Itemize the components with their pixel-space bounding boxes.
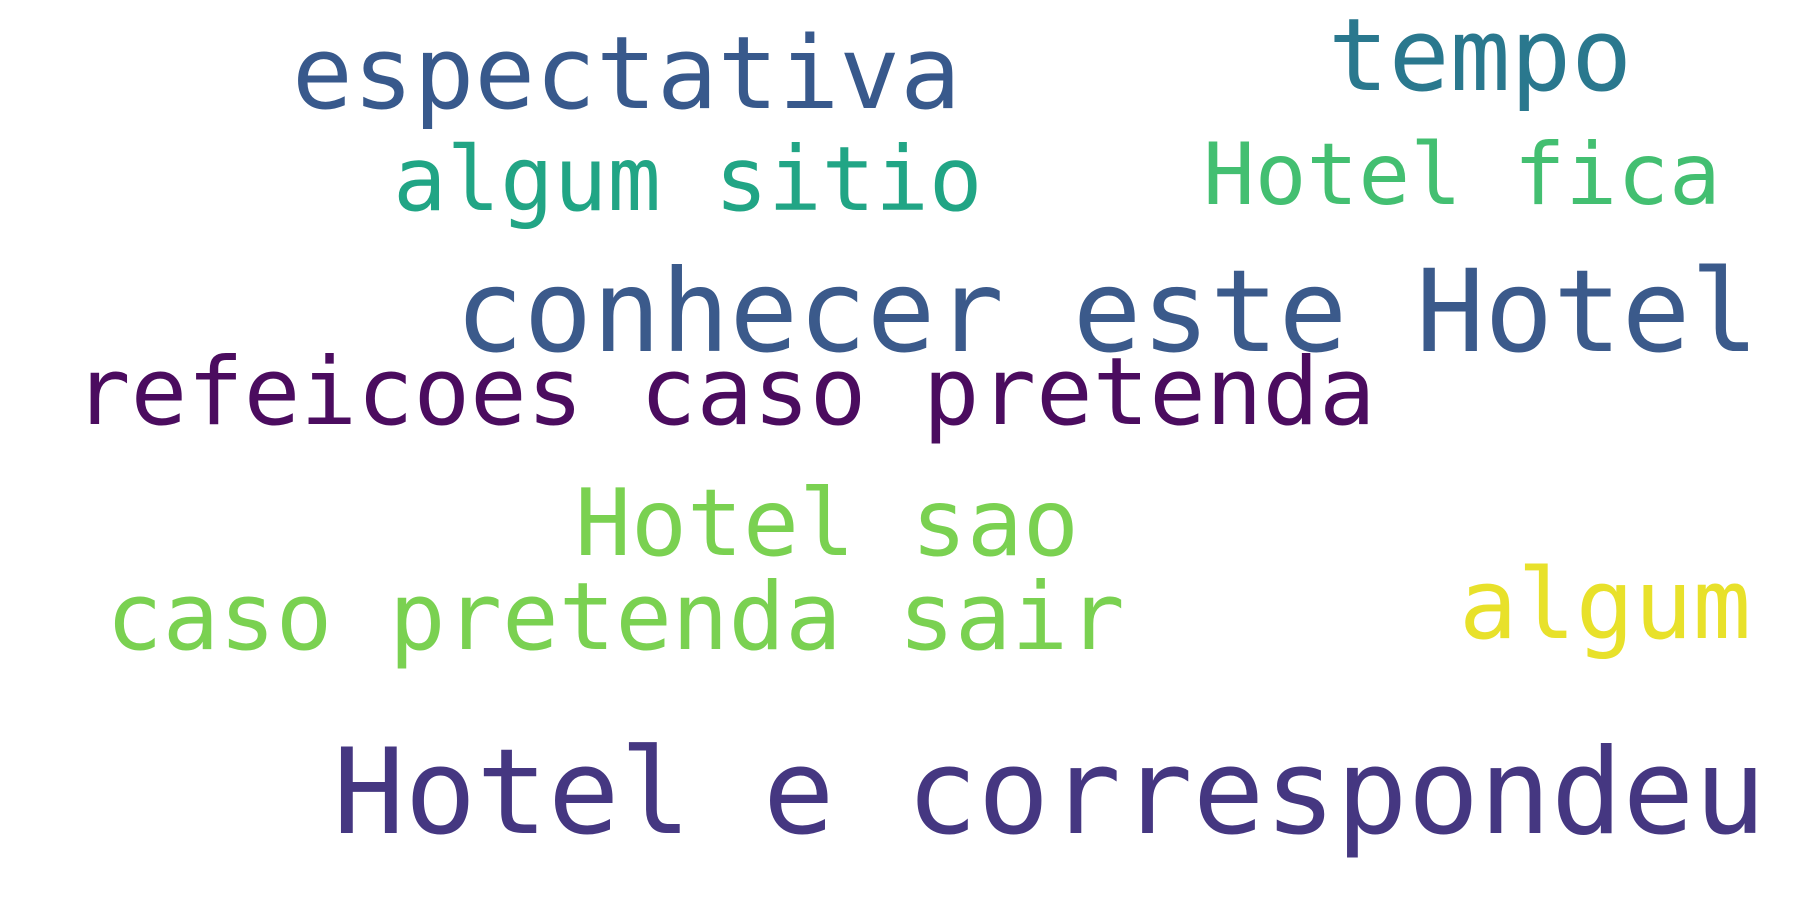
word-refeicoes-caso-pretenda: refeicoes caso pretenda xyxy=(74,338,1376,447)
word-hotel-fica: Hotel fica xyxy=(1203,125,1721,225)
word-algum-sitio: algum sitio xyxy=(393,127,983,231)
word-espectativa: espectativa xyxy=(292,14,961,132)
word-conhecer-este-hotel: conhecer este Hotel xyxy=(455,245,1760,378)
word-caso-pretenda-sair: caso pretenda sair xyxy=(106,563,1125,672)
word-tempo: tempo xyxy=(1328,0,1633,114)
word-algum: algum xyxy=(1459,548,1751,661)
word-hotel-sao: Hotel sao xyxy=(575,469,1079,577)
word-hotel-e-correspondeu: Hotel e correspondeu xyxy=(333,724,1766,862)
